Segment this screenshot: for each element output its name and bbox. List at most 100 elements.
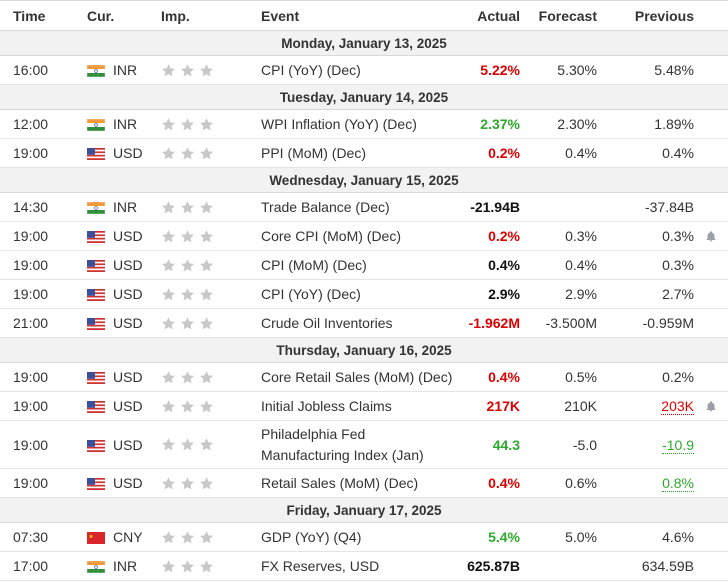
previous-value: 5.48% <box>654 62 694 78</box>
event-name[interactable]: Crude Oil Inventories <box>261 314 393 331</box>
event-name[interactable]: FX Reserves, USD <box>261 557 380 574</box>
event-time: 19:00 <box>13 398 49 414</box>
previous-value: -10.9 <box>662 436 694 454</box>
previous-value: -37.84B <box>644 199 694 215</box>
event-row[interactable]: 21:00 USD Crude Oil Inventories -1.962M … <box>0 309 728 338</box>
header-actual[interactable]: Actual <box>477 7 520 24</box>
star-icon <box>162 229 175 242</box>
currency-code: CNY <box>113 529 143 545</box>
alert-cell <box>694 230 728 243</box>
star-icon <box>162 200 175 213</box>
event-forecast: 5.30% <box>557 62 597 78</box>
event-row[interactable]: 19:00 USD Philadelphia Fed Manufacturing… <box>0 421 728 469</box>
importance-stars <box>139 146 237 161</box>
event-name[interactable]: PPI (MoM) (Dec) <box>261 144 366 161</box>
event-row[interactable]: 19:00 USD CPI (YoY) (Dec) 2.9% 2.9% 2.7% <box>0 280 728 309</box>
header-time[interactable]: Time <box>13 7 46 24</box>
previous-value: 0.8% <box>662 475 694 492</box>
event-actual: 5.22% <box>480 62 520 78</box>
previous-value: 634.59B <box>641 558 694 574</box>
event-name[interactable]: Retail Sales (MoM) (Dec) <box>261 474 419 491</box>
event-name[interactable]: Philadelphia Fed Manufacturing Index (Ja… <box>261 425 424 463</box>
event-name[interactable]: Trade Balance (Dec) <box>261 198 390 215</box>
event-name[interactable]: GDP (YoY) (Q4) <box>261 528 362 545</box>
event-previous: -37.84B <box>597 199 694 215</box>
event-previous: 634.59B <box>597 558 694 574</box>
event-row[interactable]: 19:00 USD CPI (MoM) (Dec) 0.4% 0.4% 0.3% <box>0 251 728 280</box>
event-row[interactable]: 16:00 INR CPI (YoY) (Dec) 5.22% 5.30% 5.… <box>0 56 728 85</box>
event-actual: 0.4% <box>488 257 520 273</box>
event-previous: -0.959M <box>597 315 694 331</box>
day-header: Monday, January 13, 2025 <box>0 31 728 56</box>
event-row[interactable]: 12:00 INR WPI Inflation (YoY) (Dec) 2.37… <box>0 110 728 139</box>
event-row[interactable]: 19:00 USD PPI (MoM) (Dec) 0.2% 0.4% 0.4% <box>0 139 728 168</box>
importance-stars <box>139 437 237 452</box>
importance-stars <box>139 258 237 273</box>
event-row[interactable]: 19:00 USD Initial Jobless Claims 217K 21… <box>0 392 728 421</box>
event-previous: 0.4% <box>597 145 694 161</box>
event-currency: CNY <box>68 529 143 545</box>
bell-icon[interactable] <box>705 230 717 243</box>
usa-flag-icon <box>87 288 105 301</box>
event-previous: 0.8% <box>597 475 694 492</box>
star-icon <box>162 370 175 383</box>
day-header: Tuesday, January 14, 2025 <box>0 85 728 110</box>
event-time: 19:00 <box>13 228 49 244</box>
event-time: 19:00 <box>13 475 49 491</box>
event-forecast: 2.9% <box>565 286 597 302</box>
event-time: 16:00 <box>13 62 49 78</box>
star-icon <box>200 399 213 412</box>
event-name[interactable]: Core CPI (MoM) (Dec) <box>261 227 402 244</box>
event-actual: 0.2% <box>488 145 520 161</box>
star-icon <box>162 559 175 572</box>
event-name[interactable]: CPI (YoY) (Dec) <box>261 61 361 78</box>
star-icon <box>181 258 194 271</box>
event-row[interactable]: 07:30 CNY GDP (YoY) (Q4) 5.4% 5.0% 4.6% <box>0 523 728 552</box>
star-icon <box>200 559 213 572</box>
event-row[interactable]: 19:00 USD Core CPI (MoM) (Dec) 0.2% 0.3%… <box>0 222 728 251</box>
currency-code: USD <box>113 475 143 491</box>
event-currency: USD <box>68 475 143 491</box>
star-icon <box>181 287 194 300</box>
event-name[interactable]: Initial Jobless Claims <box>261 397 392 414</box>
event-forecast: -3.500M <box>545 315 597 331</box>
event-actual: -21.94B <box>470 199 520 215</box>
event-row[interactable]: 17:00 INR FX Reserves, USD 625.87B 634.5… <box>0 552 728 581</box>
event-row[interactable]: 19:00 USD Core Retail Sales (MoM) (Dec) … <box>0 363 728 392</box>
event-actual: 2.37% <box>480 116 520 132</box>
event-name[interactable]: CPI (MoM) (Dec) <box>261 256 367 273</box>
previous-value: 1.89% <box>654 116 694 132</box>
star-icon <box>162 530 175 543</box>
event-row[interactable]: 19:00 USD Retail Sales (MoM) (Dec) 0.4% … <box>0 469 728 498</box>
event-name[interactable]: Core Retail Sales (MoM) (Dec) <box>261 368 453 385</box>
event-forecast: 0.6% <box>565 475 597 491</box>
event-name[interactable]: WPI Inflation (YoY) (Dec) <box>261 115 417 132</box>
importance-stars <box>139 229 237 244</box>
header-forecast[interactable]: Forecast <box>538 7 597 24</box>
header-event[interactable]: Event <box>261 7 300 24</box>
star-icon <box>162 258 175 271</box>
header-currency[interactable]: Cur. <box>87 7 115 24</box>
star-icon <box>200 287 213 300</box>
star-icon <box>162 438 175 451</box>
header-importance[interactable]: Imp. <box>161 7 190 24</box>
table-header: Time Cur. Imp. Event Actual Forecast Pre… <box>0 1 728 31</box>
header-previous[interactable]: Previous <box>634 7 694 24</box>
star-icon <box>162 287 175 300</box>
day-header: Friday, January 17, 2025 <box>0 498 728 523</box>
usa-flag-icon <box>87 230 105 243</box>
event-time: 19:00 <box>13 436 49 453</box>
event-row[interactable]: 14:30 INR Trade Balance (Dec) -21.94B -3… <box>0 193 728 222</box>
event-currency: USD <box>68 369 143 385</box>
previous-value: 0.4% <box>662 145 694 161</box>
star-icon <box>162 316 175 329</box>
importance-stars <box>139 559 237 574</box>
event-name[interactable]: CPI (YoY) (Dec) <box>261 285 361 302</box>
star-icon <box>181 559 194 572</box>
importance-stars <box>139 316 237 331</box>
importance-stars <box>139 530 237 545</box>
star-icon <box>181 63 194 76</box>
bell-icon[interactable] <box>705 400 717 413</box>
event-previous: 0.2% <box>597 369 694 385</box>
